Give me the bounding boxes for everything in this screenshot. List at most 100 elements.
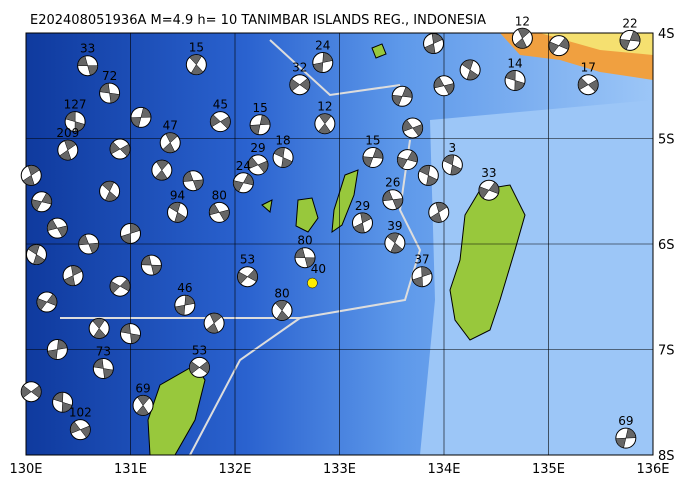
focal-mechanism	[188, 356, 210, 378]
epicenter	[307, 277, 318, 289]
compression-quadrant	[461, 59, 479, 81]
compression-quadrant	[247, 156, 269, 174]
focal-mechanism	[577, 74, 599, 96]
compression-quadrant	[478, 181, 500, 199]
compression-quadrant	[77, 55, 98, 76]
compression-quadrant	[206, 312, 223, 334]
focal-mechanism	[271, 299, 293, 321]
focal-mechanism	[25, 244, 47, 266]
focal-mechanism	[312, 52, 334, 74]
compression-quadrant	[120, 223, 141, 244]
depth-label: 47	[163, 119, 178, 133]
compression-quadrant	[189, 54, 204, 75]
compression-quadrant	[59, 139, 77, 161]
compression-quadrant	[505, 70, 525, 91]
compression-quadrant	[174, 294, 195, 316]
compression-quadrant	[386, 232, 403, 254]
focal-mechanism	[237, 266, 259, 288]
focal-mechanism	[99, 180, 121, 202]
depth-label: 53	[192, 343, 207, 357]
depth-label: 29	[250, 141, 265, 155]
focal-mechanism	[402, 117, 424, 139]
focal-mechanism	[120, 222, 141, 244]
focal-mechanism	[92, 357, 114, 379]
focal-mechanism	[441, 154, 463, 176]
depth-label: 32	[292, 61, 307, 75]
compression-quadrant	[577, 77, 599, 93]
focal-mechanism	[289, 74, 311, 96]
compression-quadrant	[36, 293, 58, 311]
depth-label: 15	[365, 133, 380, 147]
focal-mechanism	[203, 312, 225, 334]
compression-quadrant	[233, 173, 254, 192]
compression-quadrant	[22, 165, 40, 186]
compression-quadrant	[109, 278, 131, 294]
islands	[147, 43, 526, 456]
focal-mechanism	[31, 191, 53, 213]
focal-mechanism	[511, 27, 533, 49]
focal-mechanism	[478, 179, 500, 201]
compression-quadrant	[312, 52, 333, 73]
depth-label: 209	[56, 126, 79, 140]
focal-mechanism	[151, 159, 173, 181]
compression-quadrant	[65, 111, 86, 132]
compression-quadrant	[392, 86, 413, 106]
focal-mechanism	[272, 146, 294, 168]
shallow-sea	[420, 100, 653, 455]
compression-quadrant	[210, 114, 231, 129]
depth-label: 3	[449, 141, 457, 155]
compression-quadrant	[21, 385, 42, 399]
focal-mechanism	[396, 149, 418, 171]
compression-quadrant	[47, 339, 68, 360]
focal-mechanism	[36, 291, 58, 313]
focal-mechanism	[314, 113, 336, 135]
compression-quadrant	[31, 192, 52, 211]
focal-mechanism	[52, 391, 74, 413]
compression-quadrant	[93, 358, 114, 379]
compression-quadrant	[619, 30, 641, 51]
focal-mechanism	[120, 323, 141, 345]
lon-label: 130E	[9, 462, 42, 477]
focal-mechanism	[459, 59, 481, 81]
focal-mechanism	[249, 114, 271, 136]
compression-quadrant	[397, 150, 418, 169]
lon-label: 131E	[114, 462, 147, 477]
depth-label: 33	[481, 166, 496, 180]
compression-quadrant	[289, 78, 310, 92]
lat-label: 5S	[658, 133, 675, 148]
focal-mechanism	[182, 170, 204, 192]
compression-quadrant	[424, 33, 443, 54]
compression-quadrant	[514, 28, 531, 49]
depth-label: 102	[69, 406, 92, 420]
compression-quadrant	[429, 202, 448, 223]
lon-label: 136E	[636, 462, 669, 477]
focal-mechanism	[615, 427, 637, 449]
focal-mechanism	[232, 172, 254, 194]
focal-mechanism	[362, 146, 384, 168]
compression-quadrant	[154, 159, 169, 181]
compression-quadrant	[412, 266, 432, 287]
plate-boundary	[60, 39, 422, 456]
compression-quadrant	[273, 147, 293, 168]
focal-mechanism	[247, 154, 269, 176]
compression-quadrant	[318, 113, 332, 134]
focal-mechanism	[132, 394, 154, 416]
depth-label: 69	[618, 414, 633, 428]
depth-label: 40	[311, 262, 326, 276]
lon-label: 135E	[532, 462, 565, 477]
focal-mechanism	[294, 247, 316, 269]
focal-mechanism	[46, 339, 68, 360]
focal-mechanism	[351, 212, 373, 234]
compression-quadrant	[249, 114, 271, 135]
focal-mechanism	[391, 85, 413, 107]
depth-label: 26	[385, 176, 400, 190]
focal-mechanism	[382, 189, 404, 211]
title: E202408051936A M=4.9 h= 10 TANIMBAR ISLA…	[30, 13, 486, 28]
depth-label: 80	[212, 188, 227, 202]
lat-label: 7S	[658, 344, 675, 359]
compression-quadrant	[237, 269, 258, 285]
compression-quadrant	[189, 360, 210, 374]
compression-quadrant	[168, 202, 187, 223]
focal-mechanism	[384, 232, 406, 254]
